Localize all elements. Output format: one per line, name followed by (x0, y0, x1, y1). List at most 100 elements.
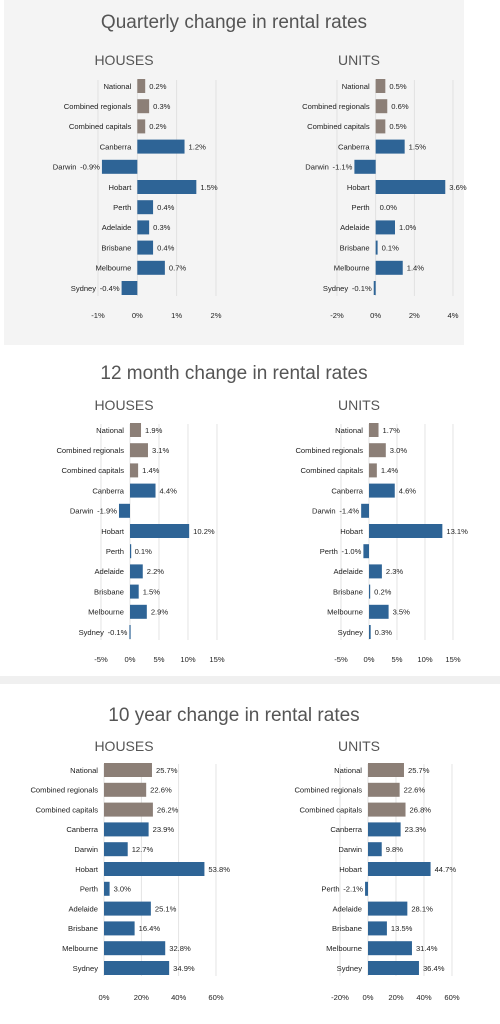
bar (104, 802, 153, 817)
bar (130, 463, 139, 478)
tick-label: 2% (409, 311, 420, 320)
tick-label: 4% (448, 311, 459, 320)
category-label: Brisbane (332, 924, 362, 933)
tick-label: 0% (364, 655, 375, 664)
value-label: -1.1% (333, 163, 353, 172)
bar (375, 240, 378, 255)
value-label: 2.2% (147, 567, 165, 576)
value-label: 0.5% (389, 82, 407, 91)
category-label: Combined regionals (294, 786, 362, 795)
bar (121, 281, 138, 295)
category-label: Canberra (331, 486, 363, 495)
category-label: Canberra (330, 825, 362, 834)
category-label: Brisbane (101, 243, 131, 252)
bar (375, 99, 388, 114)
tick-label: 0% (370, 311, 381, 320)
value-label: 26.8% (410, 805, 432, 814)
chart-0: -1% 0% 1% 2% National 0.2% Combined regionals 0… (53, 79, 222, 320)
category-label: Combined capitals (69, 122, 132, 131)
bar (137, 180, 197, 194)
value-label: 1.0% (399, 223, 417, 232)
category-label: Melbourne (88, 608, 124, 617)
bar (368, 862, 431, 876)
category-label: Perth (80, 885, 98, 894)
category-label: Adelaide (94, 567, 124, 576)
twelve-month-panel: 12 month change in rental rates HOUSES U… (4, 353, 464, 676)
category-label: National (335, 426, 363, 435)
value-label: 3.1% (152, 446, 170, 455)
tick-label: 5% (154, 655, 165, 664)
category-label: Melbourne (62, 944, 98, 953)
bar (375, 139, 405, 154)
houses-subtitle: HOUSES (94, 52, 154, 68)
bar (369, 584, 371, 599)
value-label: 0.2% (149, 82, 167, 91)
category-label: Combined regionals (295, 446, 363, 455)
value-label: 0.4% (157, 243, 175, 252)
value-label: 22.6% (150, 786, 172, 795)
value-label: 1.4% (381, 466, 399, 475)
category-label: Sydney (337, 964, 363, 973)
value-label: 3.0% (114, 885, 132, 894)
value-label: 10.2% (193, 527, 215, 536)
bar (129, 625, 131, 639)
category-label: Hobart (347, 183, 371, 192)
value-label: 13.5% (391, 924, 413, 933)
value-label: 28.1% (411, 904, 433, 913)
value-label: 4.4% (160, 486, 178, 495)
chart-1: -2% 0% 2% 4% National 0.5% Combined regionals 0… (302, 79, 467, 320)
value-label: 31.4% (416, 944, 438, 953)
tick-label: 0% (99, 993, 110, 1002)
bar (104, 901, 151, 916)
value-label: 44.7% (435, 865, 457, 874)
value-label: -0.1% (108, 628, 128, 637)
category-label: Combined regionals (56, 446, 124, 455)
category-label: Perth (113, 203, 131, 212)
bar (130, 483, 156, 498)
category-label: Melbourne (327, 608, 363, 617)
value-label: 0.3% (375, 628, 393, 637)
value-label: 23.9% (153, 825, 175, 834)
bar (130, 423, 142, 437)
value-label: 13.1% (446, 527, 468, 536)
bar (368, 961, 419, 975)
bar (375, 220, 395, 235)
category-label: Hobart (109, 183, 133, 192)
tick-label: -1% (91, 311, 105, 320)
category-label: Combined regionals (64, 102, 132, 111)
value-label: 22.6% (404, 786, 426, 795)
bar (104, 881, 110, 896)
bar (368, 802, 406, 817)
bar (368, 941, 412, 956)
panel-divider (0, 676, 500, 684)
category-label: Perth (321, 885, 339, 894)
category-label: Melbourne (326, 944, 362, 953)
tick-label: 5% (392, 655, 403, 664)
value-label: 0.4% (157, 203, 175, 212)
category-label: Canberra (100, 142, 132, 151)
value-label: 53.8% (208, 865, 230, 874)
tick-label: 2% (211, 311, 222, 320)
bar (369, 625, 371, 639)
category-label: Combined capitals (301, 466, 364, 475)
category-label: National (342, 82, 370, 91)
bar (369, 483, 395, 498)
bar (137, 119, 146, 134)
bar (130, 564, 143, 579)
bar (104, 961, 170, 975)
category-label: Darwin (74, 845, 98, 854)
bar (369, 423, 379, 437)
category-label: Hobart (339, 865, 363, 874)
category-label: Adelaide (332, 904, 362, 913)
bar (137, 240, 154, 255)
bar (369, 463, 377, 478)
value-label: -1.4% (339, 507, 359, 516)
chart-4: 0% 20% 40% 60% National 25.7% Combined regiona… (30, 763, 230, 1002)
category-label: Adelaide (68, 904, 98, 913)
panel-divider (0, 345, 500, 353)
panel-title: 12 month change in rental rates (100, 363, 368, 384)
category-label: Combined capitals (36, 805, 99, 814)
tick-label: 15% (209, 655, 224, 664)
tick-label: 60% (208, 993, 223, 1002)
category-label: Adelaide (102, 223, 132, 232)
